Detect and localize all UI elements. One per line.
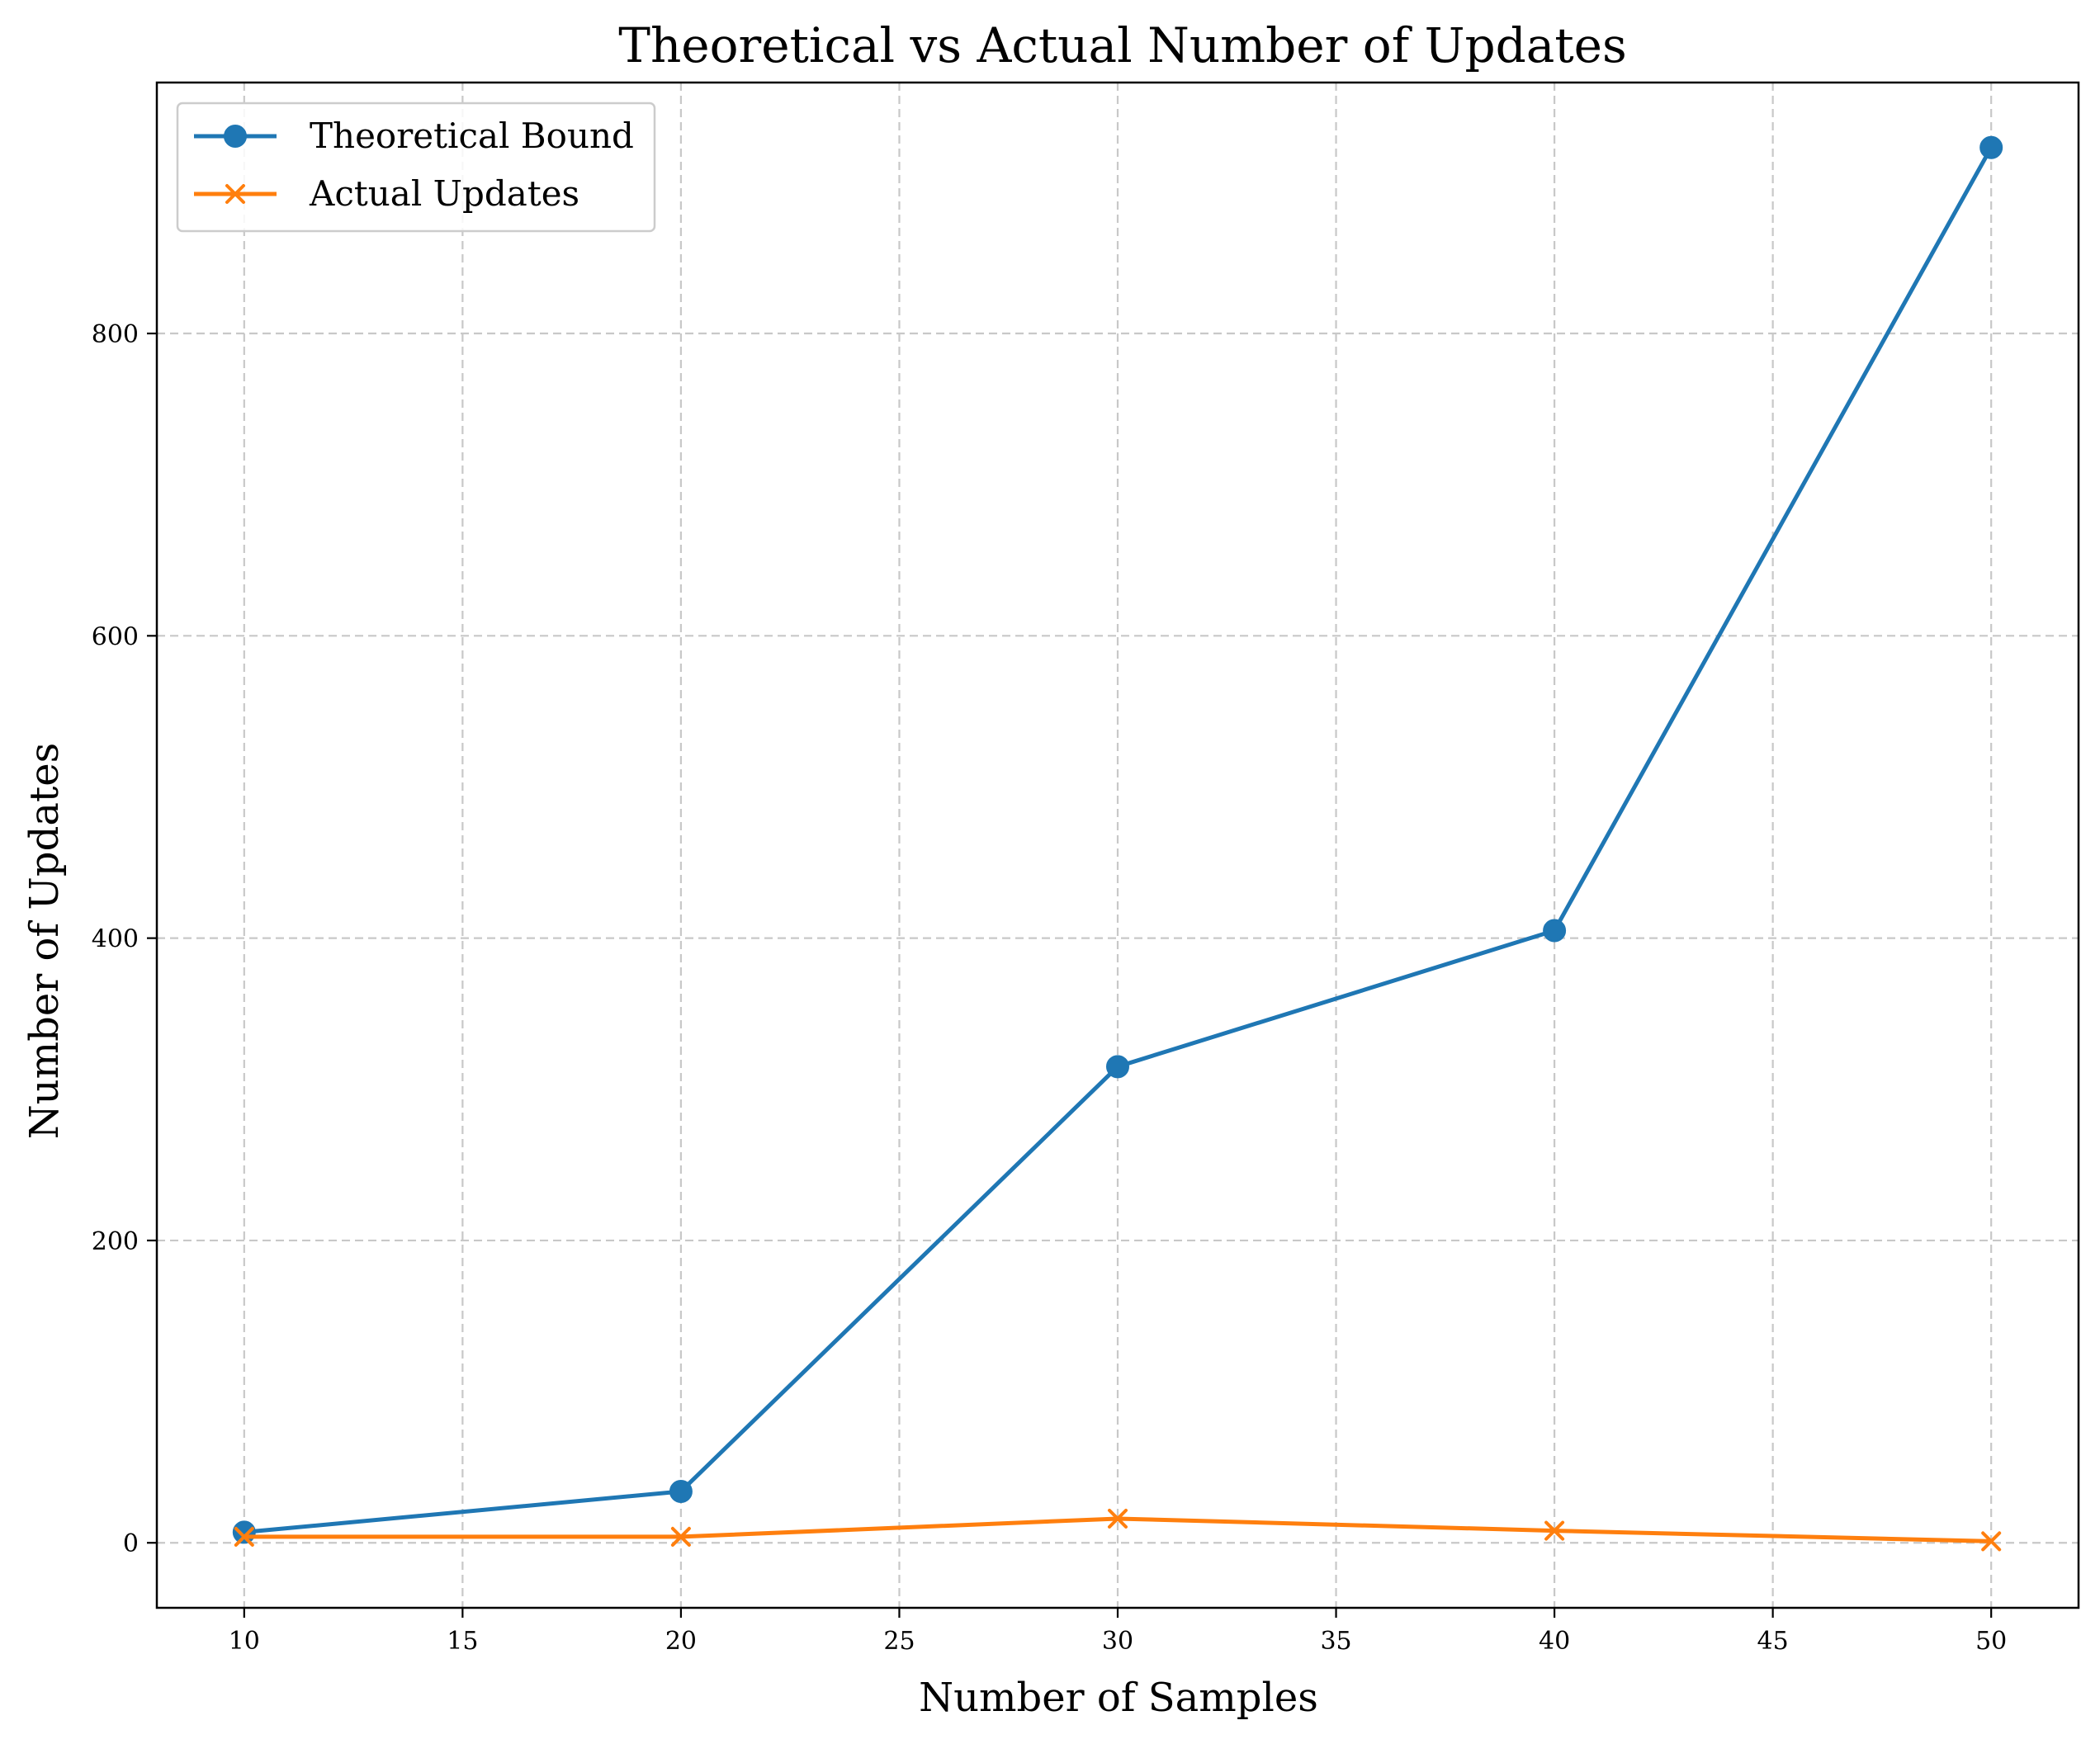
x-tick-label: 20 xyxy=(665,1627,697,1656)
data-point-actual-updates xyxy=(670,1526,691,1547)
x-axis-label: Number of Samples xyxy=(919,1675,1318,1721)
data-point-actual-updates xyxy=(1108,1508,1128,1529)
data-point-theoretical-bound xyxy=(232,1520,256,1544)
y-tick-label: 400 xyxy=(92,925,139,954)
ticks: 10 15 20 25 30 35 40 45 50 0 200 400 600 800 xyxy=(92,320,2008,1656)
x-tick-label: 45 xyxy=(1757,1627,1789,1656)
grid xyxy=(157,83,2079,1608)
legend-label-theoretical-bound: Theoretical Bound xyxy=(310,116,634,156)
y-tick-label: 800 xyxy=(92,320,139,349)
y-tick-label: 0 xyxy=(123,1529,139,1558)
x-tick-label: 40 xyxy=(1539,1627,1570,1656)
chart-title: Theoretical vs Actual Number of Updates xyxy=(618,17,1626,73)
y-tick-label: 600 xyxy=(92,622,139,651)
x-tick-label: 15 xyxy=(447,1627,478,1656)
series-layer xyxy=(232,135,2003,1552)
data-point-theoretical-bound xyxy=(669,1479,693,1503)
legend-item-theoretical-bound: Theoretical Bound xyxy=(194,116,634,156)
data-point-theoretical-bound xyxy=(1106,1055,1129,1079)
x-tick-label: 10 xyxy=(229,1627,260,1656)
data-point-actual-updates xyxy=(1981,1531,2002,1552)
data-point-theoretical-bound xyxy=(1979,135,2003,159)
plot-frame xyxy=(155,81,2080,1609)
legend-marker-theoretical-bound xyxy=(224,125,247,148)
legend-item-actual-updates: Actual Updates xyxy=(194,173,579,214)
y-axis-label: Number of Updates xyxy=(21,743,68,1140)
series-actual-updates xyxy=(234,1508,2002,1552)
x-tick-label: 30 xyxy=(1102,1627,1133,1656)
legend-label-actual-updates: Actual Updates xyxy=(309,173,579,214)
x-tick-label: 25 xyxy=(883,1627,915,1656)
y-tick-label: 200 xyxy=(92,1227,139,1256)
series-theoretical-bound xyxy=(232,135,2003,1544)
data-point-theoretical-bound xyxy=(1543,919,1567,943)
data-point-actual-updates xyxy=(1544,1520,1565,1541)
legend-box xyxy=(176,102,656,233)
data-point-actual-updates xyxy=(234,1526,254,1547)
legend-marker-actual-updates xyxy=(225,184,245,204)
x-tick-label: 35 xyxy=(1320,1627,1351,1656)
legend: Theoretical Bound Actual Updates xyxy=(176,102,656,233)
x-tick-label: 50 xyxy=(1975,1627,2007,1656)
